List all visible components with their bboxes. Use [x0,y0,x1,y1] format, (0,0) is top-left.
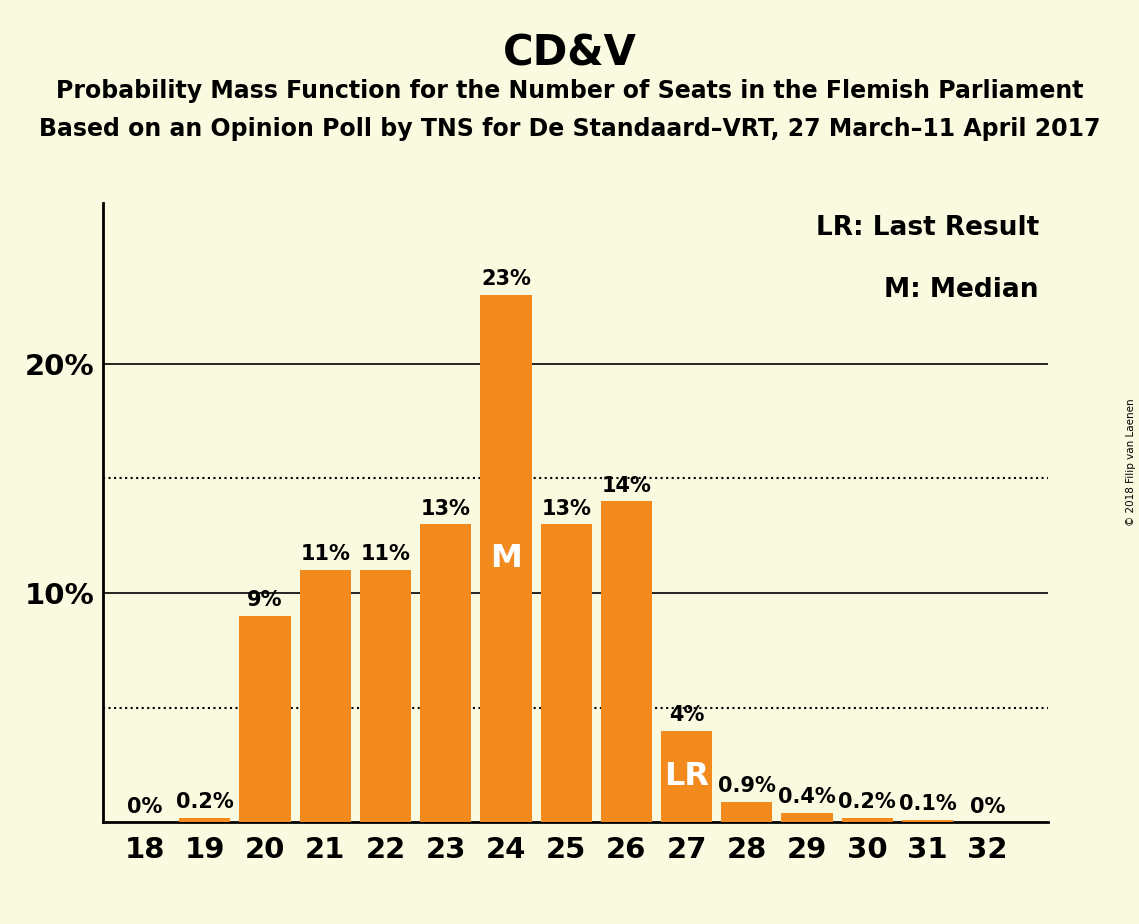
Text: 0.1%: 0.1% [899,795,957,814]
Text: M: M [490,543,522,574]
Bar [481,295,532,822]
Text: Based on an Opinion Poll by TNS for De Standaard–VRT, 27 March–11 April 2017: Based on an Opinion Poll by TNS for De S… [39,117,1100,141]
Text: CD&V: CD&V [502,32,637,74]
Bar [420,524,472,822]
Bar [661,731,712,822]
Text: 13%: 13% [541,499,591,518]
Bar [902,821,953,822]
Text: Probability Mass Function for the Number of Seats in the Flemish Parliament: Probability Mass Function for the Number… [56,79,1083,103]
Text: 11%: 11% [361,544,410,565]
Text: 0.4%: 0.4% [778,787,836,808]
Text: M: Median: M: Median [884,276,1039,303]
Text: 11%: 11% [301,544,350,565]
Text: LR: Last Result: LR: Last Result [816,214,1039,241]
Bar [600,502,652,822]
Text: LR: LR [664,761,710,792]
Text: 0%: 0% [970,796,1006,817]
Text: © 2018 Filip van Laenen: © 2018 Filip van Laenen [1126,398,1136,526]
Bar [300,570,351,822]
Text: 0%: 0% [126,796,163,817]
Text: 23%: 23% [481,269,531,289]
Text: 13%: 13% [420,499,470,518]
Bar [781,813,833,822]
Text: 0.2%: 0.2% [838,792,896,812]
Text: 14%: 14% [601,476,652,495]
Bar [541,524,592,822]
Text: 0.9%: 0.9% [718,776,776,796]
Text: 0.2%: 0.2% [177,792,233,812]
Bar [842,818,893,822]
Bar [721,802,772,822]
Bar [179,818,230,822]
Text: 9%: 9% [247,590,282,610]
Bar [360,570,411,822]
Text: 4%: 4% [669,705,704,725]
Bar [239,616,290,822]
